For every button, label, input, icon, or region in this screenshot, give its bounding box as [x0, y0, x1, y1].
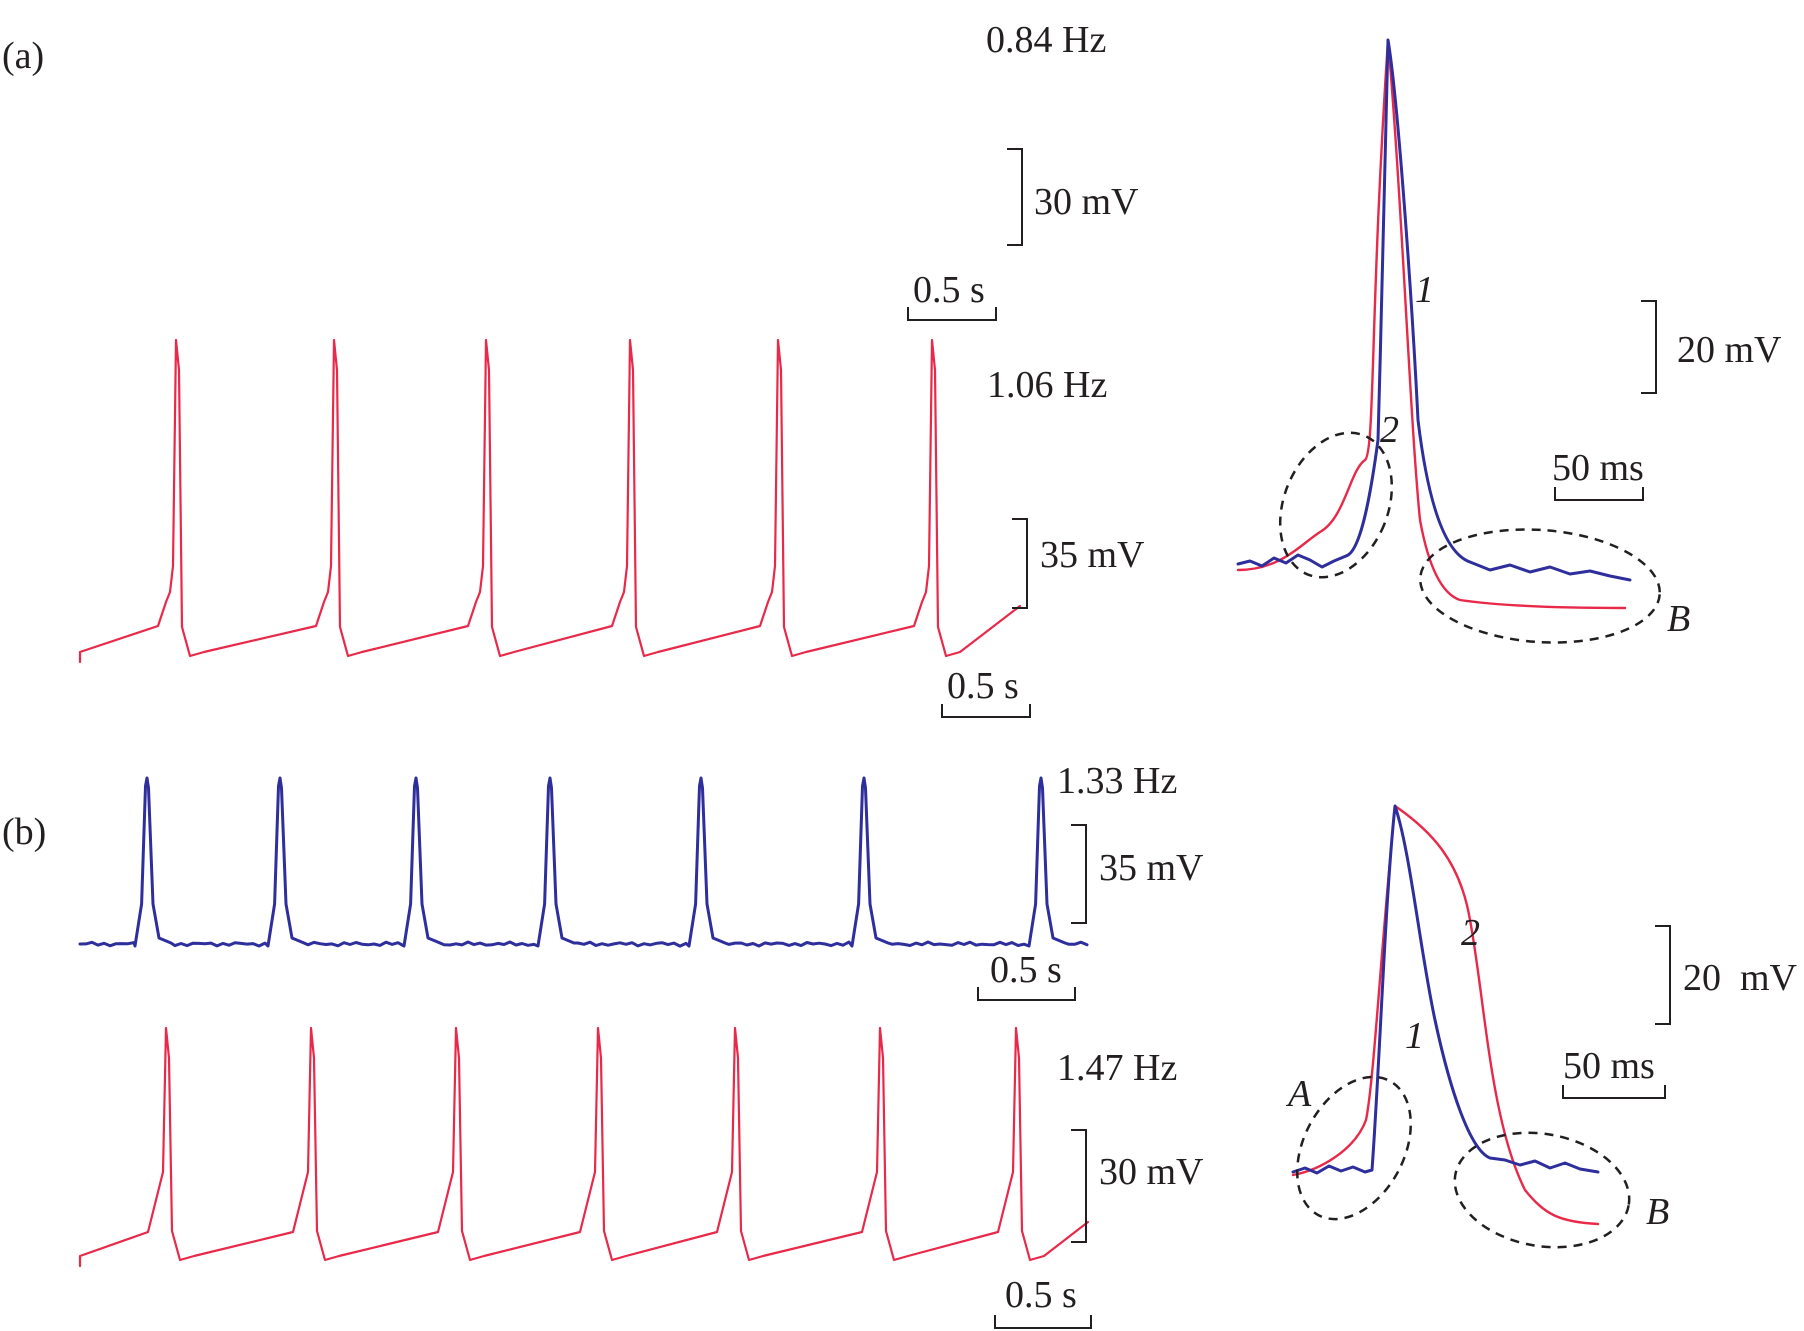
- trace-b2: [78, 1026, 1090, 1268]
- freq-label-a1: 0.84 Hz: [986, 19, 1106, 61]
- overlay-a-ellipse-right: [1418, 528, 1662, 644]
- overlay-a-voltage-bar: [1641, 300, 1657, 394]
- voltage-scale-bar-b1: [1071, 824, 1087, 924]
- overlay-a-label-2: 2: [1380, 409, 1399, 451]
- voltage-scale-b1: 35 mV: [1099, 847, 1204, 889]
- voltage-scale-a2: 35 mV: [1040, 534, 1145, 576]
- overlay-b-label-2: 2: [1461, 912, 1480, 954]
- overlay-a-trace-2: [1236, 38, 1627, 610]
- overlay-a-label-B: B: [1667, 598, 1690, 640]
- time-scale-bar-a2: [941, 704, 1031, 718]
- overlay-b-label-B: B: [1646, 1191, 1669, 1233]
- overlay-a-trace-1: [1236, 38, 1632, 582]
- freq-label-a2: 1.06 Hz: [987, 364, 1107, 406]
- overlay-b-label-A: A: [1285, 1073, 1312, 1115]
- voltage-scale-b2: 30 mV: [1099, 1151, 1204, 1193]
- voltage-scale-a1: 30 mV: [1034, 181, 1139, 223]
- time-scale-bar-b1: [977, 987, 1076, 1001]
- time-scale-bar-b2: [994, 1315, 1092, 1329]
- overlay-b-voltage-scale: 20 mV: [1683, 957, 1798, 999]
- overlay-a-time-bar: [1554, 487, 1644, 501]
- overlay-b-voltage-bar: [1655, 925, 1671, 1025]
- time-scale-a1: 0.5 s: [913, 269, 985, 311]
- voltage-scale-bar-a2: [1012, 518, 1028, 609]
- overlay-b-time-scale: 50 ms: [1563, 1045, 1655, 1087]
- trace-a2: [78, 338, 1022, 664]
- overlay-a-voltage-scale: 20 mV: [1677, 329, 1782, 371]
- freq-label-b1: 1.33 Hz: [1057, 760, 1177, 802]
- overlay-b-time-bar: [1562, 1085, 1666, 1099]
- overlay-b-trace-2: [1291, 804, 1600, 1226]
- time-scale-b2: 0.5 s: [1005, 1274, 1077, 1316]
- overlay-b-label-1: 1: [1405, 1015, 1424, 1057]
- voltage-scale-bar-a1: [1007, 148, 1023, 246]
- overlay-a-time-scale: 50 ms: [1552, 447, 1644, 489]
- freq-label-b2: 1.47 Hz: [1057, 1047, 1177, 1089]
- time-scale-b1: 0.5 s: [990, 949, 1062, 991]
- trace-b1: [78, 776, 1089, 948]
- voltage-scale-bar-b2: [1071, 1129, 1087, 1243]
- panel-label-b: (b): [2, 811, 46, 853]
- overlay-b-ellipse-left: [1295, 1075, 1413, 1221]
- overlay-a-label-1: 1: [1415, 269, 1434, 311]
- overlay-b-trace-1: [1291, 804, 1600, 1175]
- time-scale-bar-a1: [907, 307, 997, 321]
- overlay-b-ellipse-right: [1453, 1131, 1631, 1249]
- time-scale-a2: 0.5 s: [947, 665, 1019, 707]
- overlay-a-ellipse-left: [1278, 431, 1394, 579]
- panel-label-a: (a): [2, 35, 44, 77]
